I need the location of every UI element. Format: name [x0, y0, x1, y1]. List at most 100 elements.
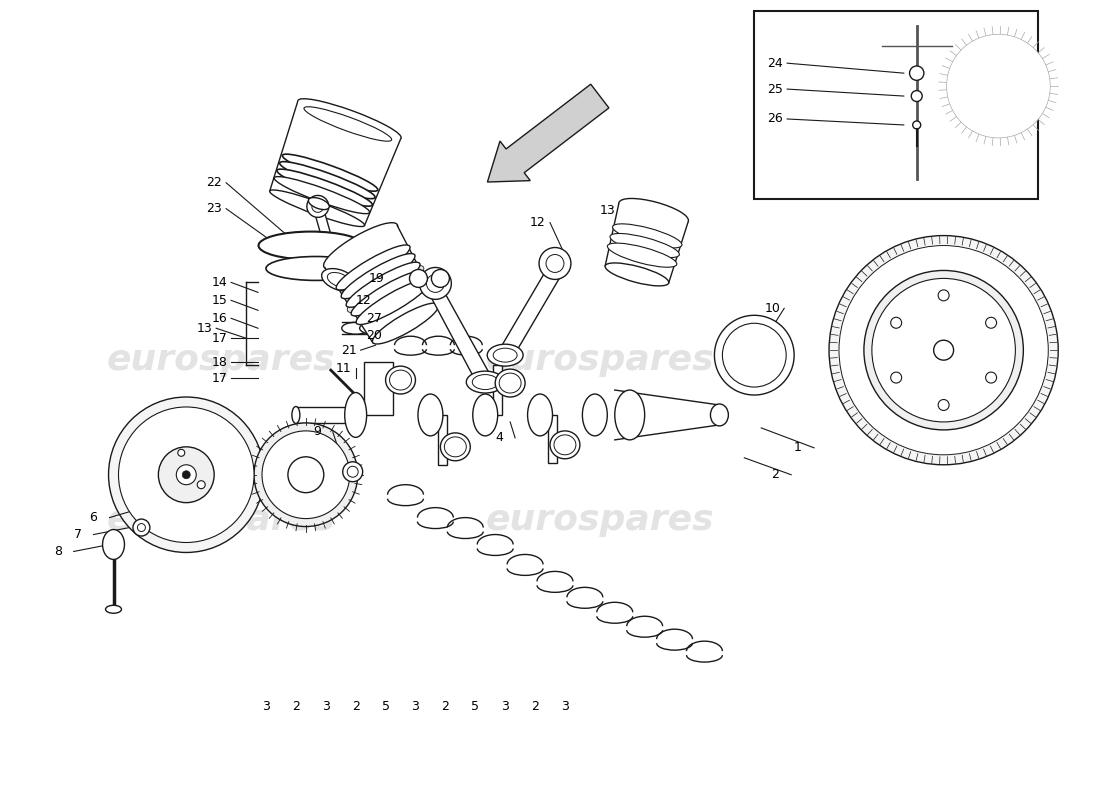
Text: 2: 2: [771, 468, 779, 482]
Ellipse shape: [346, 262, 420, 307]
Ellipse shape: [106, 606, 121, 614]
Ellipse shape: [373, 303, 439, 344]
Text: 4: 4: [495, 431, 503, 444]
Ellipse shape: [615, 390, 645, 440]
Ellipse shape: [321, 269, 356, 291]
Ellipse shape: [283, 154, 377, 191]
Ellipse shape: [341, 254, 415, 298]
Text: 16: 16: [211, 312, 227, 325]
Text: 13: 13: [600, 204, 616, 217]
Ellipse shape: [298, 98, 402, 140]
Ellipse shape: [550, 431, 580, 458]
Ellipse shape: [495, 369, 525, 397]
Circle shape: [176, 465, 196, 485]
Ellipse shape: [418, 394, 443, 436]
Ellipse shape: [472, 374, 498, 390]
Ellipse shape: [619, 198, 689, 226]
Text: 3: 3: [411, 701, 419, 714]
Text: 23: 23: [206, 202, 222, 215]
Polygon shape: [428, 290, 494, 382]
Ellipse shape: [258, 231, 363, 259]
Ellipse shape: [337, 245, 410, 290]
Text: 22: 22: [206, 176, 222, 190]
Ellipse shape: [605, 263, 669, 286]
Text: 8: 8: [54, 545, 62, 558]
Text: 12: 12: [530, 216, 546, 229]
Circle shape: [910, 66, 924, 80]
Ellipse shape: [613, 224, 682, 248]
Text: 20: 20: [365, 329, 382, 342]
Bar: [755, 11, 1038, 198]
Ellipse shape: [292, 406, 300, 423]
Ellipse shape: [277, 169, 372, 206]
Circle shape: [419, 267, 451, 299]
Ellipse shape: [279, 162, 375, 198]
Polygon shape: [439, 415, 448, 465]
Ellipse shape: [440, 433, 471, 461]
Ellipse shape: [102, 530, 124, 559]
Circle shape: [911, 90, 922, 102]
Text: 14: 14: [211, 276, 227, 289]
Text: 10: 10: [764, 302, 780, 315]
Text: 5: 5: [471, 701, 480, 714]
Text: 2: 2: [292, 701, 300, 714]
Text: 2: 2: [352, 701, 360, 714]
Text: eurospares: eurospares: [485, 343, 714, 377]
Ellipse shape: [304, 106, 392, 142]
Circle shape: [546, 254, 564, 273]
Ellipse shape: [711, 404, 728, 426]
Ellipse shape: [328, 273, 350, 287]
Circle shape: [913, 121, 921, 129]
Circle shape: [183, 470, 190, 478]
Polygon shape: [493, 365, 503, 415]
Text: 15: 15: [211, 294, 227, 307]
Ellipse shape: [308, 198, 329, 210]
Text: 3: 3: [502, 701, 509, 714]
Text: 3: 3: [561, 701, 569, 714]
Circle shape: [431, 270, 450, 287]
Circle shape: [891, 372, 902, 383]
Circle shape: [307, 195, 329, 218]
Ellipse shape: [582, 394, 607, 436]
Circle shape: [262, 431, 350, 518]
Text: eurospares: eurospares: [107, 502, 336, 537]
Text: eurospares: eurospares: [107, 343, 336, 377]
Text: 13: 13: [196, 322, 212, 334]
Text: 2: 2: [441, 701, 449, 714]
Circle shape: [343, 462, 363, 482]
Circle shape: [864, 270, 1023, 430]
Text: 24: 24: [767, 57, 783, 70]
Text: 2: 2: [531, 701, 539, 714]
Circle shape: [158, 447, 214, 502]
Circle shape: [872, 278, 1015, 422]
Circle shape: [427, 274, 444, 292]
Circle shape: [986, 372, 997, 383]
Ellipse shape: [356, 279, 430, 325]
Circle shape: [254, 423, 358, 526]
Circle shape: [138, 523, 145, 531]
Circle shape: [938, 290, 949, 301]
Polygon shape: [312, 204, 344, 282]
Circle shape: [829, 235, 1058, 465]
Circle shape: [288, 457, 323, 493]
Text: 17: 17: [211, 332, 227, 345]
Text: 25: 25: [767, 82, 783, 95]
Ellipse shape: [386, 366, 416, 394]
Text: 3: 3: [262, 701, 270, 714]
Polygon shape: [605, 202, 689, 283]
Ellipse shape: [323, 222, 398, 269]
Ellipse shape: [266, 257, 365, 281]
Circle shape: [891, 318, 902, 328]
Text: 7: 7: [74, 528, 81, 541]
Ellipse shape: [473, 394, 497, 436]
Text: 11: 11: [336, 362, 352, 374]
Text: 17: 17: [211, 371, 227, 385]
Circle shape: [119, 407, 254, 542]
Ellipse shape: [610, 234, 680, 258]
Ellipse shape: [270, 190, 364, 226]
Ellipse shape: [493, 348, 517, 362]
Text: eurospares: eurospares: [485, 502, 714, 537]
Ellipse shape: [342, 322, 370, 334]
Polygon shape: [364, 362, 393, 415]
Circle shape: [723, 323, 786, 387]
